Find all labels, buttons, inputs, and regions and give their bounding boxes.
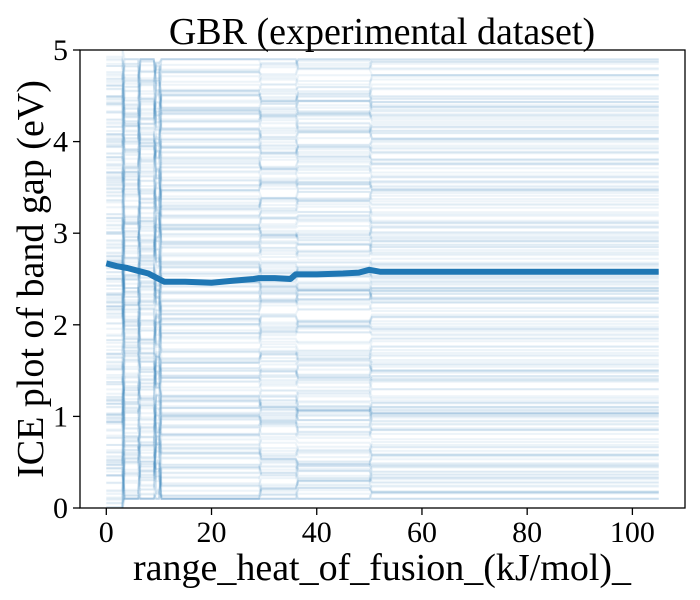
x-tick-label: 80 [512,516,542,549]
x-tick-label: 40 [302,516,332,549]
y-tick-label: 4 [53,126,68,159]
chart-title: GBR (experimental dataset) [169,11,595,53]
y-tick-label: 3 [53,217,68,250]
ice-line [106,292,658,317]
y-tick-label: 1 [53,400,68,433]
x-tick-label: 100 [610,516,655,549]
x-tick-label: 20 [197,516,227,549]
x-tick-label: 0 [99,516,114,549]
x-axis: 0 20 40 60 80 100 [99,508,655,549]
y-axis: 0 1 2 3 4 5 [53,34,80,525]
y-tick-label: 2 [53,309,68,342]
y-axis-label: ICE plot of band gap (eV) [10,80,52,478]
x-tick-label: 60 [407,516,437,549]
y-tick-label: 0 [53,492,68,525]
y-tick-label: 5 [53,34,68,67]
x-axis-label: range_heat_of_fusion_(kJ/mol)_ [133,547,632,589]
